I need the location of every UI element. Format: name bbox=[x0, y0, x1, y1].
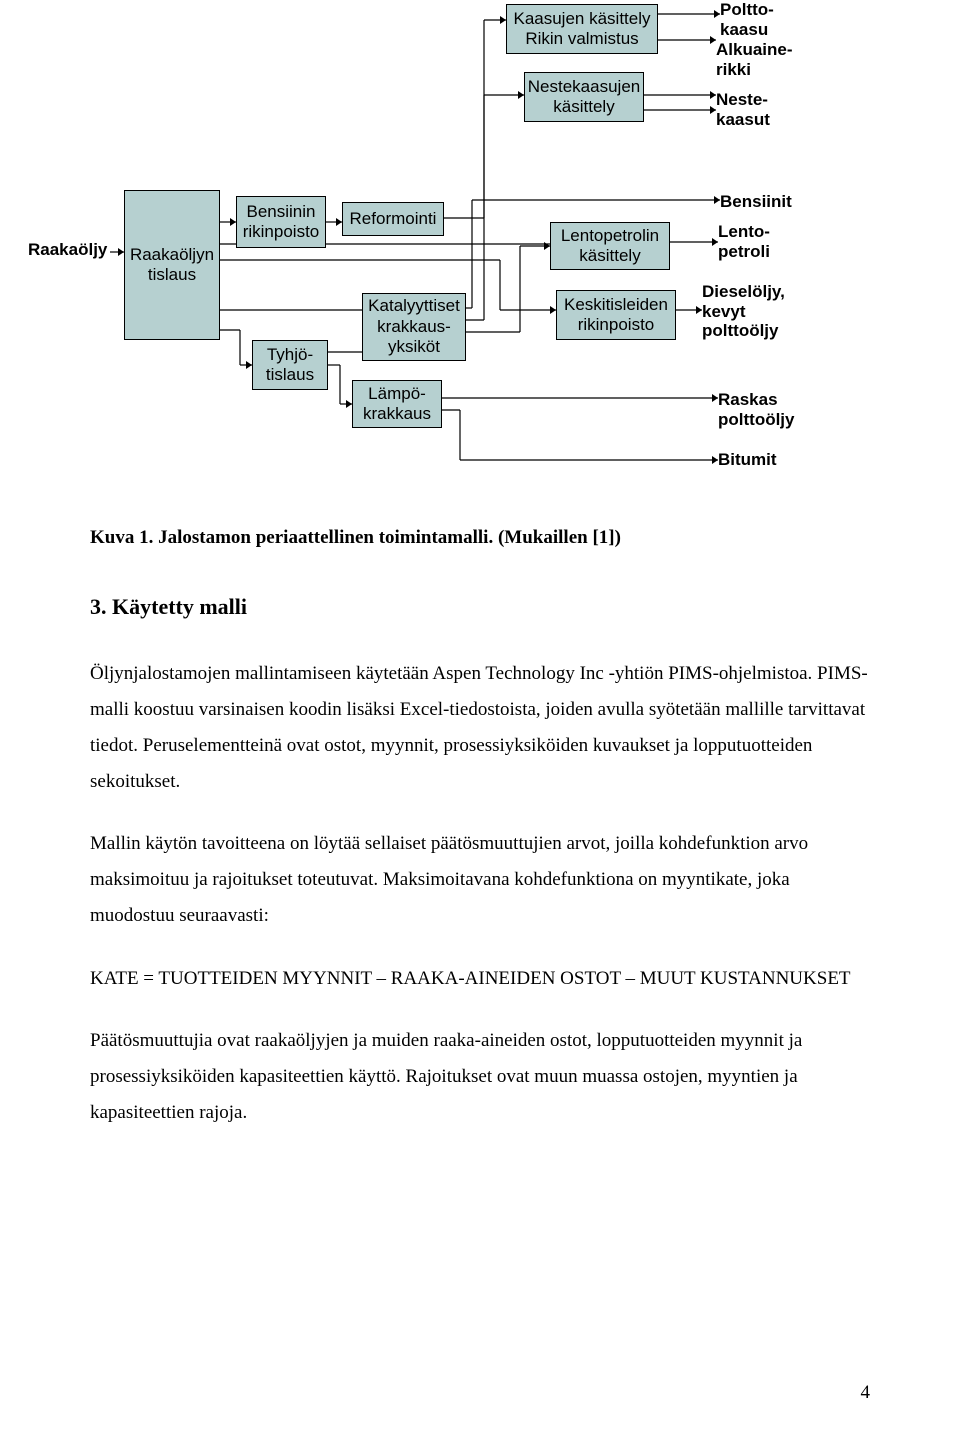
diagram-node-bitumit: Bitumit bbox=[718, 450, 798, 472]
diagram-node-bensiinin: Bensiininrikinpoisto bbox=[236, 196, 326, 248]
paragraph: Päätösmuuttujia ovat raakaöljyjen ja mui… bbox=[90, 1023, 870, 1131]
section-heading: 3. Käytetty malli bbox=[90, 586, 870, 628]
diagram-node-lentopetroli: Lento-petroli bbox=[718, 222, 798, 262]
page-number: 4 bbox=[861, 1382, 871, 1404]
diagram-node-dieseloljy: Dieselöljy,kevytpolttoöljy bbox=[702, 282, 812, 342]
paragraph: Öljynjalostamojen mallintamiseen käytetä… bbox=[90, 656, 870, 800]
diagram-node-lentopetrolin: Lentopetrolinkäsittely bbox=[550, 222, 670, 270]
diagram-node-nestekaasut: Neste-kaasut bbox=[716, 90, 806, 130]
paragraph: Mallin käytön tavoitteena on löytää sell… bbox=[90, 826, 870, 934]
figure-caption: Kuva 1. Jalostamon periaattellinen toimi… bbox=[90, 520, 870, 556]
body-text: Kuva 1. Jalostamon periaattellinen toimi… bbox=[90, 520, 870, 1157]
diagram-node-tyhjotislaus: Tyhjö-tislaus bbox=[252, 340, 328, 390]
diagram-node-raakaoljy_label: Raakaöljy bbox=[28, 240, 108, 264]
diagram-node-nestekaasujen: Nestekaasujenkäsittely bbox=[524, 72, 644, 122]
paragraph: KATE = TUOTTEIDEN MYYNNIT – RAAKA-AINEID… bbox=[90, 961, 870, 997]
diagram-node-alkuainerikki: Alkuaine-rikki bbox=[716, 40, 806, 80]
diagram-node-katalyyttiset: Katalyyttisetkrakkaus-yksiköt bbox=[362, 293, 466, 361]
diagram-node-tislaus: Raakaöljyntislaus bbox=[124, 190, 220, 340]
diagram-node-bensiinit: Bensiinit bbox=[720, 192, 800, 214]
diagram-node-keskitisleiden: Keskitisleidenrikinpoisto bbox=[556, 290, 676, 340]
page: Raakaöljy Raakaöljyntislaus Bensiininrikin… bbox=[0, 0, 960, 1432]
diagram-node-reformointi: Reformointi bbox=[342, 202, 444, 236]
diagram-node-kaasujen: Kaasujen käsittelyRikin valmistus bbox=[506, 4, 658, 54]
diagram-node-polttokaasu: Poltto-kaasu bbox=[720, 0, 810, 40]
diagram-node-lampokrakkaus: Lämpö-krakkaus bbox=[352, 380, 442, 428]
diagram-node-raskaspolttooljy: Raskaspolttoöljy bbox=[718, 390, 808, 430]
process-diagram: Raakaöljy Raakaöljyntislaus Bensiininrikin… bbox=[0, 0, 960, 500]
